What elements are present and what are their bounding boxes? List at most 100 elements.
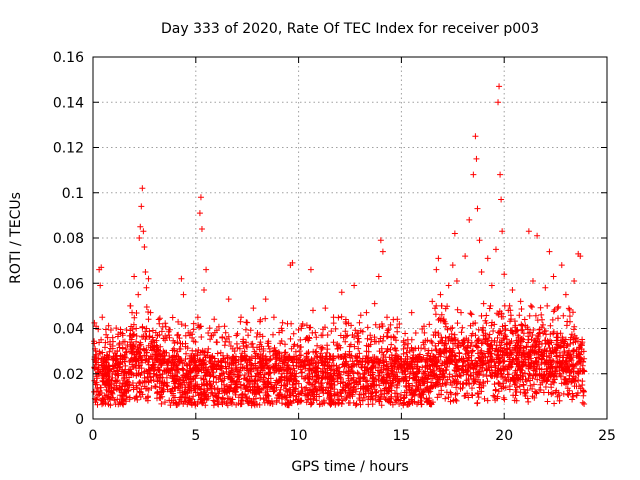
y-tick-label: 0.14: [53, 95, 84, 111]
data-point: [140, 228, 147, 235]
data-point: [186, 361, 193, 368]
data-point: [495, 99, 502, 106]
data-point: [451, 230, 458, 237]
data-point: [94, 375, 101, 382]
data-point: [102, 382, 109, 389]
data-point: [182, 343, 189, 350]
data-point: [135, 291, 142, 298]
data-point: [221, 323, 228, 330]
data-point: [209, 354, 216, 361]
data-point: [217, 373, 224, 380]
data-point: [476, 237, 483, 244]
data-point: [542, 284, 549, 291]
x-tick-label: 10: [290, 428, 308, 444]
x-axis-label: GPS time / hours: [291, 459, 408, 475]
data-point: [388, 334, 395, 341]
data-point: [133, 325, 140, 332]
data-point: [250, 305, 257, 312]
data-point: [143, 284, 150, 291]
data-point: [309, 307, 316, 314]
data-point: [124, 382, 131, 389]
data-point: [307, 266, 314, 273]
data-point: [110, 357, 117, 364]
data-point: [114, 361, 121, 368]
data-point: [498, 196, 505, 203]
data-point: [404, 366, 411, 373]
data-point: [198, 225, 205, 232]
data-point: [314, 368, 321, 375]
x-tick-label: 5: [191, 428, 200, 444]
data-point: [120, 375, 127, 382]
data-point: [108, 388, 115, 395]
data-point: [384, 314, 391, 321]
data-point: [95, 359, 102, 366]
data-point: [258, 361, 265, 368]
data-point: [104, 352, 111, 359]
data-point: [338, 289, 345, 296]
data-point: [155, 316, 162, 323]
data-point: [233, 366, 240, 373]
data-point: [192, 348, 199, 355]
data-point: [201, 287, 208, 294]
data-point: [400, 345, 407, 352]
data-point: [246, 377, 253, 384]
y-tick-label: 0.1: [62, 186, 84, 202]
data-point-cloud: [91, 302, 588, 409]
data-point: [326, 363, 333, 370]
data-point: [254, 330, 261, 337]
data-point: [396, 320, 403, 327]
data-point: [136, 235, 143, 241]
y-tick-label: 0.08: [53, 231, 84, 247]
data-point: [262, 296, 269, 303]
data-point: [242, 352, 249, 359]
data-point: [472, 133, 479, 140]
data-point: [342, 316, 349, 323]
data-point: [142, 268, 149, 275]
data-point: [194, 314, 201, 321]
data-point: [122, 354, 129, 361]
data-point: [501, 271, 508, 278]
data-point: [178, 275, 185, 282]
data-point: [478, 268, 485, 275]
data-point: [225, 296, 232, 303]
data-point: [172, 384, 179, 391]
data-point: [441, 318, 448, 325]
y-tick-label: 0.06: [53, 276, 84, 292]
data-point: [416, 357, 423, 364]
data-point: [334, 345, 341, 352]
data-point: [462, 253, 469, 260]
data-point: [118, 368, 125, 375]
data-point: [98, 264, 105, 271]
data-point: [513, 327, 520, 334]
data-point: [141, 244, 148, 251]
data-point: [131, 273, 138, 280]
data-point: [97, 282, 104, 289]
data-point: [151, 366, 158, 373]
data-point: [429, 298, 436, 305]
data-point: [164, 379, 171, 386]
data-point: [458, 309, 465, 316]
data-point: [355, 330, 362, 337]
data-point: [295, 357, 302, 364]
data-point: [546, 248, 553, 255]
data-point: [466, 216, 473, 223]
data-point: [270, 314, 277, 321]
data-point: [203, 266, 210, 273]
data-point: [139, 185, 146, 192]
axes: [92, 56, 608, 420]
data-point: [116, 386, 123, 393]
x-tick-label: 0: [89, 428, 98, 444]
data-point: [435, 255, 442, 262]
data-point: [499, 228, 506, 235]
data-point: [408, 309, 415, 316]
x-tick-label: 15: [392, 428, 410, 444]
data-point: [367, 341, 374, 348]
data-point: [421, 323, 428, 330]
data-point: [266, 345, 273, 352]
data-point: [303, 350, 310, 357]
y-tick-label: 0.12: [53, 141, 84, 157]
data-point: [351, 282, 358, 289]
y-axis-label: ROTI / TECUs: [8, 192, 24, 284]
data-point: [377, 237, 384, 244]
data-point: [99, 314, 106, 321]
